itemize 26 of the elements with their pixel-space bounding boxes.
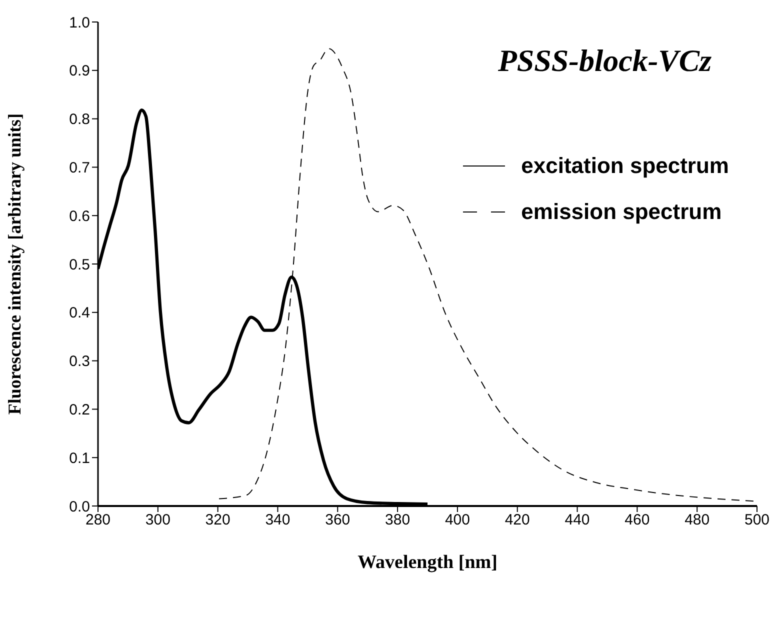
x-tick-label: 500 xyxy=(744,512,770,529)
x-tick-label: 360 xyxy=(325,512,350,529)
x-tick-label: 300 xyxy=(145,512,170,529)
x-tick-label: 400 xyxy=(444,512,470,529)
x-tick-label: 380 xyxy=(385,512,410,529)
y-tick-label: 0.2 xyxy=(69,402,90,419)
y-tick-label: 0.4 xyxy=(69,304,90,322)
y-tick-label: 0.8 xyxy=(69,111,90,128)
y-tick-label: 0.1 xyxy=(69,450,90,467)
y-tick-label: 0.5 xyxy=(69,256,90,274)
y-tick-label: 0.9 xyxy=(69,62,90,80)
x-axis-title: Wavelength [nm] xyxy=(358,552,498,573)
y-axis-title: Fluorescence intensity [arbitrary units] xyxy=(4,113,24,415)
x-tick-label: 340 xyxy=(265,512,290,529)
text: PSSS-block-VCz xyxy=(498,43,712,79)
legend-label: excitation spectrum xyxy=(521,153,729,179)
y-tick-label: 1.0 xyxy=(69,14,90,32)
y-tick-label: 0.7 xyxy=(69,160,90,177)
x-tick-label: 480 xyxy=(684,512,710,529)
x-tick-label: 320 xyxy=(205,512,230,529)
x-tick-label: 420 xyxy=(504,512,530,529)
legend-label: emission spectrum xyxy=(521,199,722,225)
y-tick-label: 0.3 xyxy=(69,353,90,370)
y-tick-label: 0.6 xyxy=(69,208,90,225)
x-tick-label: 440 xyxy=(564,512,590,529)
x-tick-label: 460 xyxy=(624,512,650,529)
